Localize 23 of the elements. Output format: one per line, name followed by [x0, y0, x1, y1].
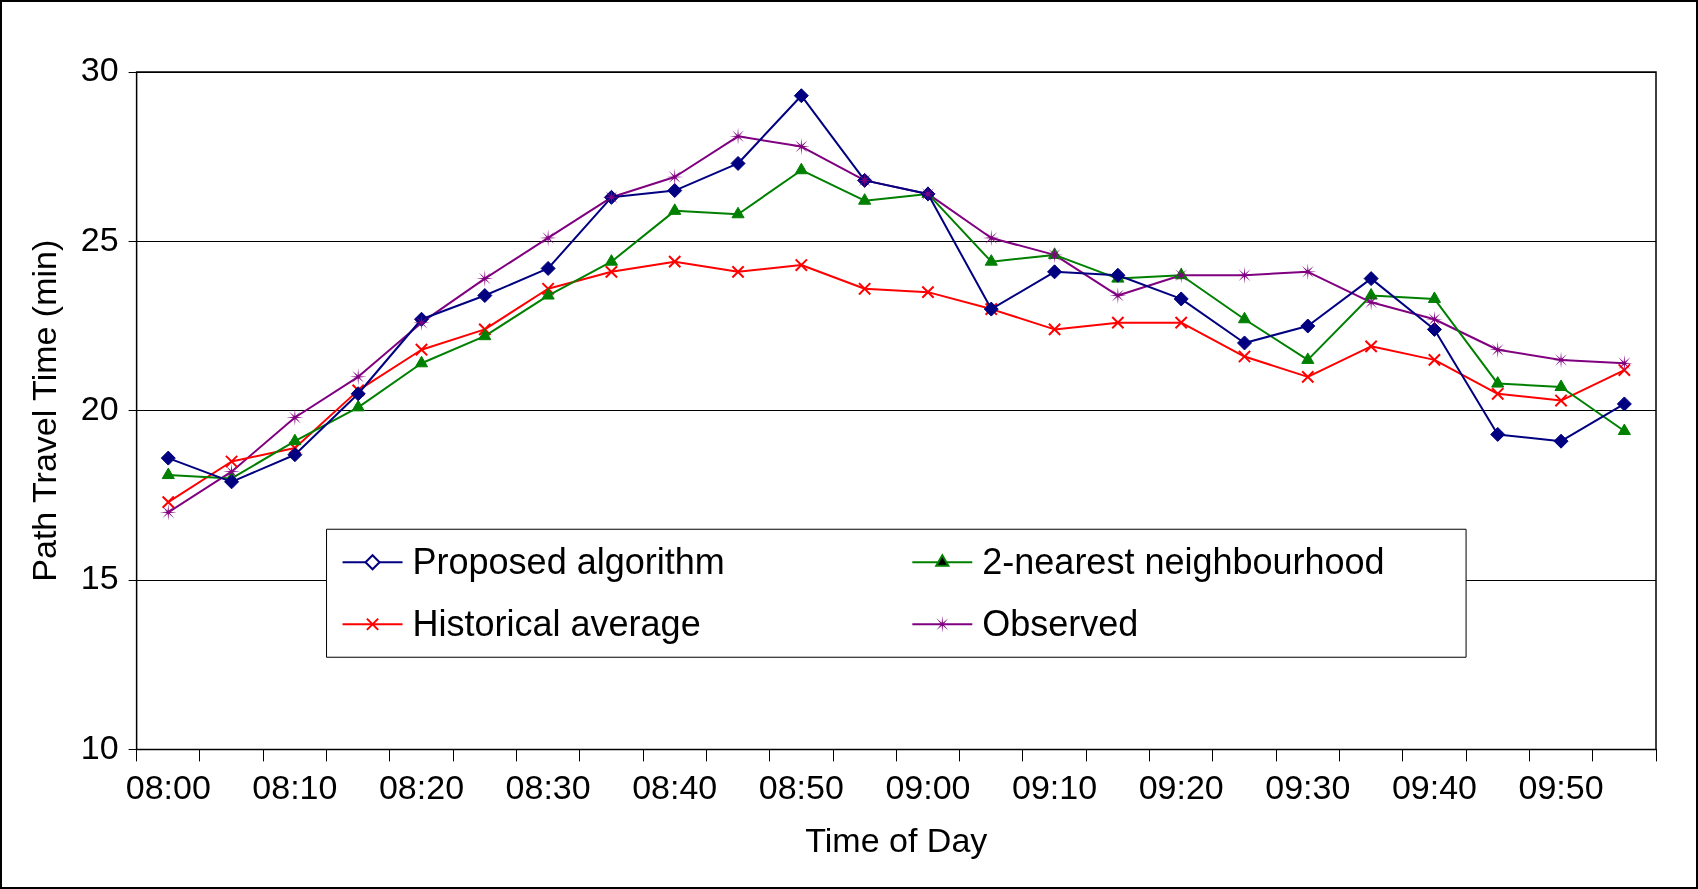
- x-tick-label: 09:20: [1138, 768, 1224, 807]
- x-tick-label: 08:30: [505, 768, 591, 807]
- y-tick-label: 15: [80, 558, 119, 597]
- x-tick-label: 08:00: [125, 768, 211, 807]
- x-tick-label: 08:10: [252, 768, 338, 807]
- legend-label: Historical average: [412, 603, 701, 645]
- y-tick-label: 20: [80, 389, 119, 428]
- x-tick-label: 08:20: [378, 768, 465, 807]
- x-axis-title: Time of Day: [805, 820, 988, 859]
- legend-label: Observed: [982, 603, 1139, 645]
- x-tick-label: 09:40: [1391, 768, 1477, 807]
- x-tick-label: 09:00: [885, 768, 971, 807]
- y-tick-label: 25: [80, 219, 119, 258]
- x-tick-label: 08:50: [758, 768, 844, 807]
- legend-label: Proposed algorithm: [412, 541, 725, 583]
- y-tick-label: 30: [80, 50, 119, 89]
- x-tick-label: 09:50: [1518, 768, 1604, 807]
- x-tick-label: 09:10: [1012, 768, 1098, 807]
- x-tick-label: 09:30: [1265, 768, 1351, 807]
- legend-label: 2-nearest neighbourhood: [982, 541, 1385, 583]
- y-axis-title: Path Travel Time (min): [24, 239, 63, 582]
- x-tick-label: 08:40: [632, 768, 718, 807]
- y-tick-label: 10: [80, 727, 119, 766]
